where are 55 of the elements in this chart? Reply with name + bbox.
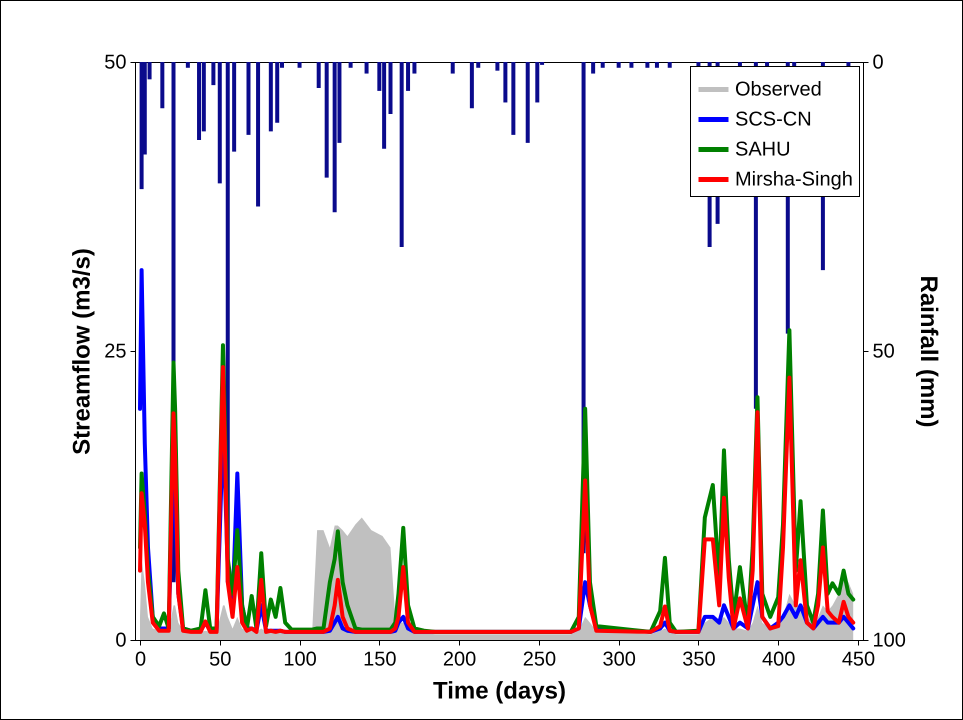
- bar: [400, 62, 404, 247]
- x-tick-label: 0: [134, 648, 146, 670]
- x-tick-label: 50: [209, 648, 232, 670]
- bar: [450, 62, 455, 74]
- bar: [600, 62, 605, 68]
- x-tick-label: 400: [762, 648, 796, 670]
- legend-label: Mirsha-Singh: [735, 168, 853, 190]
- bar: [388, 62, 392, 114]
- x-tick-label: 200: [442, 648, 476, 670]
- bar: [511, 62, 516, 135]
- bar: [298, 62, 302, 68]
- x-tick-label: 150: [363, 648, 397, 670]
- y-tick-label: 25: [104, 340, 126, 362]
- x-tick-label: 250: [522, 648, 556, 670]
- x-tick-label: 300: [602, 648, 636, 670]
- y2-tick-label: 100: [872, 630, 906, 652]
- bar: [591, 62, 596, 74]
- bar: [503, 62, 508, 102]
- bar: [668, 62, 672, 68]
- bar: [470, 62, 474, 108]
- y-axis-title: Streamflow (m3/s): [68, 248, 96, 455]
- bar: [526, 62, 530, 143]
- bar: [316, 62, 321, 88]
- bar: [211, 62, 216, 86]
- bar: [268, 62, 273, 132]
- bar: [654, 62, 659, 68]
- bar: [476, 62, 480, 68]
- bar: [232, 62, 236, 152]
- bar: [246, 62, 250, 135]
- x-tick-label: 100: [283, 648, 317, 670]
- legend-label: SAHU: [735, 138, 791, 160]
- y2-tick-label: 50: [872, 340, 895, 362]
- bar: [616, 62, 621, 68]
- y-tick-label: 0: [115, 630, 126, 652]
- bar: [406, 62, 410, 91]
- y-tick-label: 50: [104, 52, 126, 74]
- legend-label: SCS-CN: [735, 108, 812, 130]
- x-tick-label: 450: [842, 648, 876, 670]
- bar: [412, 62, 416, 74]
- bar: [364, 62, 369, 74]
- bar: [348, 62, 353, 68]
- legend-label: Observed: [735, 78, 822, 100]
- bar: [495, 62, 500, 71]
- bar: [218, 62, 222, 184]
- bar: [186, 62, 190, 68]
- bar: [140, 62, 144, 190]
- bar: [324, 62, 329, 178]
- x-axis-title: Time (days): [433, 678, 566, 704]
- bar: [160, 62, 164, 108]
- y2-tick-label: 0: [872, 52, 884, 74]
- x-tick-label: 350: [682, 648, 716, 670]
- bar: [256, 62, 260, 206]
- y2-axis-title: Rainfall (mm): [914, 275, 942, 428]
- bar: [645, 62, 650, 68]
- bar: [629, 62, 634, 68]
